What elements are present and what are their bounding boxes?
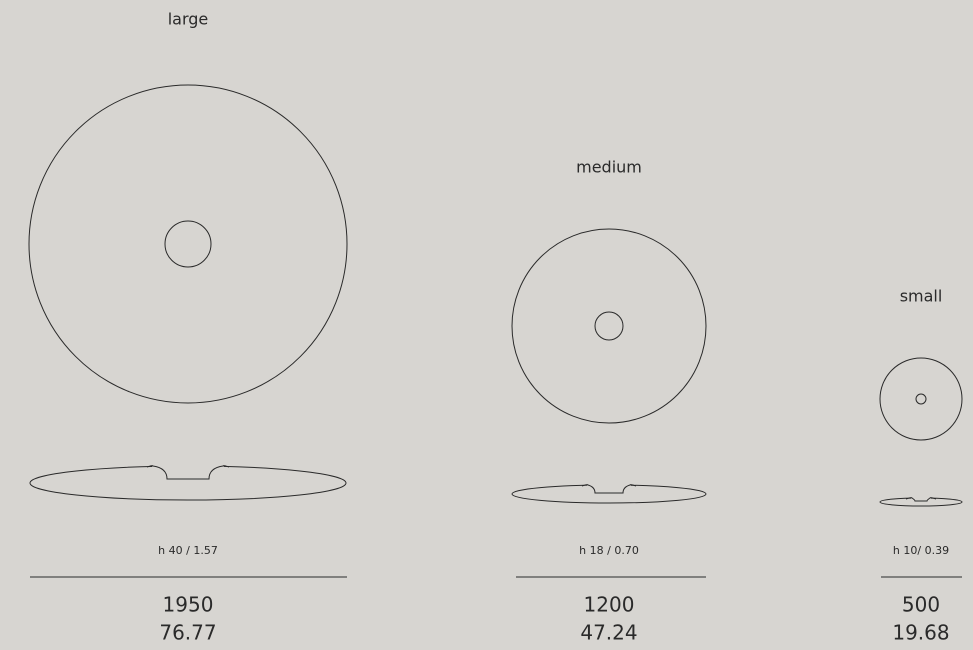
side-view-notch <box>151 464 225 468</box>
top-view-outer <box>511 228 707 424</box>
diameter-mm: 1950 <box>163 593 214 617</box>
size-name: large <box>168 10 209 29</box>
top-view-inner <box>164 220 212 268</box>
diameter-in: 76.77 <box>159 621 216 645</box>
diameter-mm: 500 <box>902 593 940 617</box>
top-view-inner <box>594 311 624 341</box>
side-view-notch <box>905 497 937 502</box>
side-view-notch <box>581 484 637 494</box>
size-name: medium <box>576 158 642 177</box>
side-view-notch <box>910 496 932 500</box>
diameter-in: 19.68 <box>892 621 949 645</box>
height-label: h 10/ 0.39 <box>893 544 949 557</box>
diameter-in: 47.24 <box>580 621 637 645</box>
height-label: h 40 / 1.57 <box>158 544 218 557</box>
top-view-inner <box>915 393 927 405</box>
top-view-outer <box>28 84 348 404</box>
size-name: small <box>900 287 943 306</box>
side-view-notch <box>586 483 632 487</box>
height-label: h 18 / 0.70 <box>579 544 639 557</box>
diameter-mm: 1200 <box>584 593 635 617</box>
side-view-notch <box>146 465 230 480</box>
side-view <box>29 465 347 501</box>
side-view <box>511 484 707 504</box>
top-view-outer <box>879 357 963 441</box>
